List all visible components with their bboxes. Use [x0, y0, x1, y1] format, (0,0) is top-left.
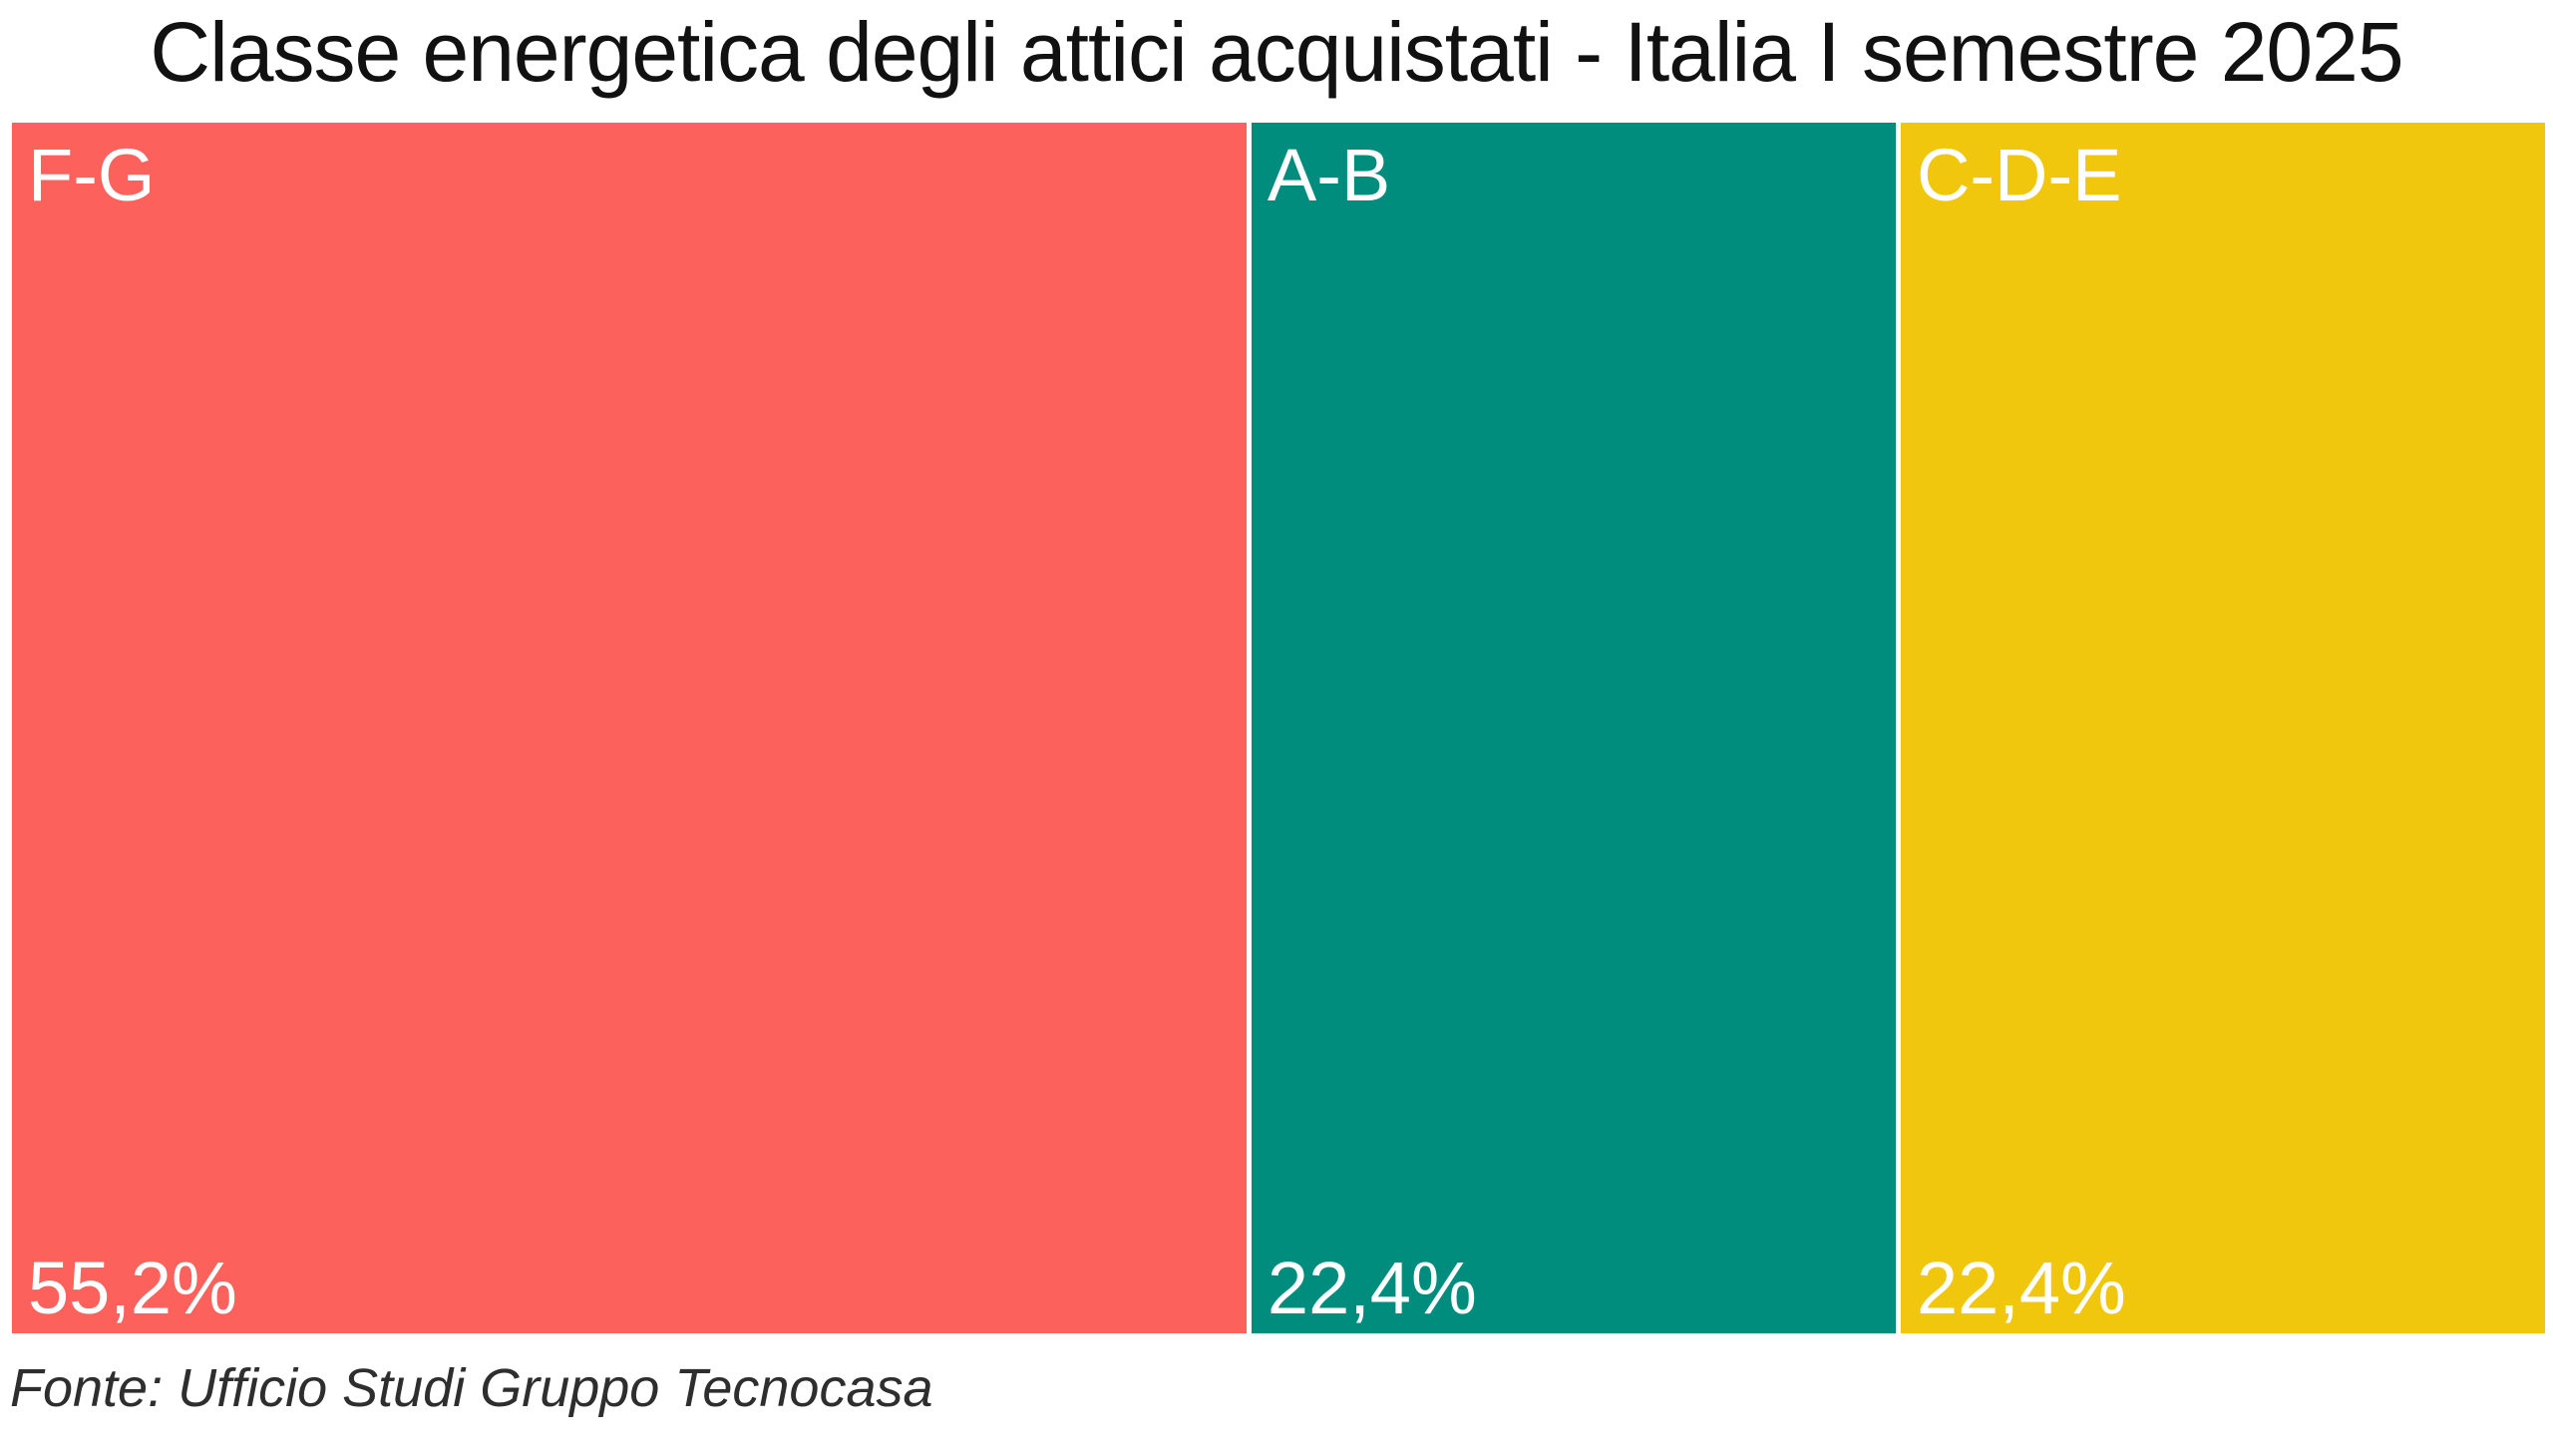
treemap: F-G 55,2% A-B 22,4% C-D-E 22,4% — [12, 123, 2546, 1333]
source-note: Fonte: Ufficio Studi Gruppo Tecnocasa — [10, 1358, 933, 1418]
treemap-segment-fg[interactable]: F-G 55,2% — [12, 123, 1247, 1333]
segment-label-fg: F-G — [28, 134, 156, 216]
segment-value-fg: 55,2% — [28, 1247, 237, 1330]
segment-value-cde: 22,4% — [1916, 1247, 2126, 1330]
segment-label-ab: A-B — [1267, 134, 1391, 216]
segment-label-cde: C-D-E — [1916, 134, 2122, 216]
segment-value-ab: 22,4% — [1267, 1247, 1477, 1330]
treemap-segment-ab[interactable]: A-B 22,4% — [1251, 123, 1896, 1333]
treemap-segment-cde[interactable]: C-D-E 22,4% — [1900, 123, 2546, 1333]
chart-title: Classe energetica degli attici acquistat… — [150, 5, 2403, 99]
